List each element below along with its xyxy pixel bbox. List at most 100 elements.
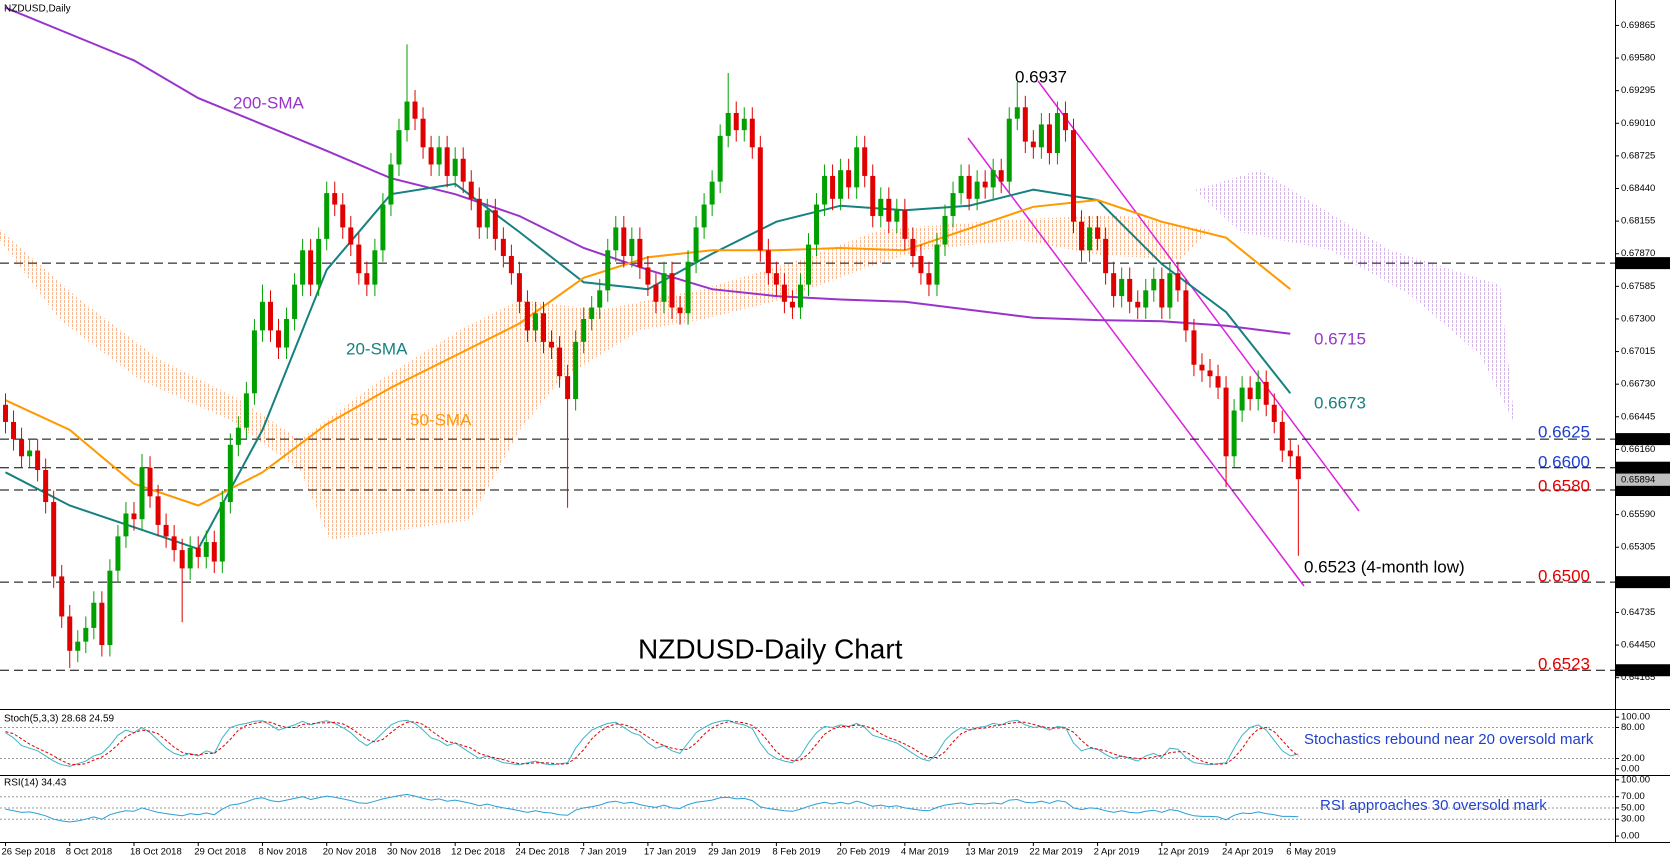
candle-body bbox=[139, 467, 145, 520]
candle-body bbox=[645, 267, 651, 285]
y-tick-label: 0.69865 bbox=[1621, 20, 1655, 31]
candle-body bbox=[356, 244, 362, 274]
y-tick-label: 0.67300 bbox=[1621, 313, 1655, 324]
sma-label: 20-SMA bbox=[346, 339, 408, 358]
candle-body bbox=[934, 244, 940, 285]
y-tick-label: 80.00 bbox=[1621, 722, 1645, 733]
candle-body bbox=[902, 210, 908, 239]
y-tick-label: 20.00 bbox=[1621, 753, 1645, 764]
candle-body bbox=[444, 147, 450, 176]
candle-body bbox=[1295, 456, 1301, 480]
candle-body bbox=[11, 421, 17, 440]
candle-body bbox=[1287, 450, 1293, 457]
candle-body bbox=[1022, 107, 1028, 142]
annotation: 0.6715 bbox=[1314, 329, 1366, 348]
y-tick-label: 100.00 bbox=[1621, 712, 1650, 723]
candle-body bbox=[757, 147, 763, 251]
candle-body bbox=[131, 513, 137, 520]
candle-body bbox=[195, 547, 201, 557]
ichimoku-cloud bbox=[1195, 170, 1515, 425]
candle-body bbox=[942, 215, 948, 245]
candle-body bbox=[597, 290, 603, 308]
candle-body bbox=[846, 170, 852, 188]
level-badge bbox=[1616, 433, 1670, 446]
candle-body bbox=[789, 301, 795, 308]
candle-body bbox=[364, 273, 370, 285]
candle-body bbox=[990, 170, 996, 188]
candle-body bbox=[693, 227, 699, 262]
y-tick-label: 0.65590 bbox=[1621, 509, 1655, 520]
candle-body bbox=[508, 256, 514, 274]
x-tick-label: 29 Oct 2018 bbox=[194, 847, 246, 858]
candle-body bbox=[324, 193, 330, 239]
candle-body bbox=[404, 101, 410, 131]
x-tick-label: 17 Jan 2019 bbox=[644, 847, 696, 858]
candle-body bbox=[19, 439, 25, 457]
bid-badge-label: 0.65894 bbox=[1621, 474, 1655, 485]
level-badge-label: 0.66250 bbox=[1621, 434, 1655, 445]
candle-body bbox=[565, 376, 571, 400]
candle-body bbox=[428, 147, 434, 165]
candle-body bbox=[163, 524, 169, 537]
y-tick-label: 0.69580 bbox=[1621, 53, 1655, 64]
candle-body bbox=[380, 204, 386, 251]
candle-body bbox=[1223, 387, 1229, 457]
candle-body bbox=[67, 616, 73, 651]
candle-body bbox=[1079, 221, 1085, 251]
candle-body bbox=[460, 158, 466, 182]
candle-body bbox=[822, 175, 828, 205]
candle-body bbox=[35, 450, 41, 470]
candle-body bbox=[685, 261, 691, 314]
stochastic-line bbox=[5, 719, 1299, 767]
candle-body bbox=[203, 542, 209, 557]
candle-body bbox=[966, 175, 972, 199]
candle-body bbox=[1038, 124, 1044, 148]
level-badge bbox=[1616, 576, 1670, 589]
candle-body bbox=[1087, 227, 1093, 251]
y-tick-label: 0.00 bbox=[1621, 831, 1640, 842]
candle-body bbox=[59, 576, 65, 617]
x-tick-label: 6 May 2019 bbox=[1286, 847, 1336, 858]
candle-body bbox=[1062, 112, 1068, 131]
candle-body bbox=[1070, 130, 1076, 222]
stoch-note: Stochastics rebound near 20 oversold mar… bbox=[1304, 731, 1594, 748]
candle-body bbox=[549, 341, 555, 348]
candle-body bbox=[91, 602, 97, 628]
candle-body bbox=[1119, 278, 1125, 297]
stoch-title: Stoch(5,3,3) 28.68 24.59 bbox=[4, 714, 115, 725]
candle-body bbox=[950, 193, 956, 216]
rsi-line bbox=[5, 793, 1299, 823]
candle-body bbox=[677, 307, 683, 314]
candle-body bbox=[581, 318, 587, 342]
x-tick-label: 30 Nov 2018 bbox=[387, 847, 441, 858]
candle-body bbox=[83, 627, 89, 642]
channel-line bbox=[967, 137, 1305, 587]
stochastic-line bbox=[5, 721, 1299, 766]
y-tick-label: 0.68725 bbox=[1621, 150, 1655, 161]
level-badge-label: 0.64230 bbox=[1621, 665, 1655, 676]
candle-body bbox=[316, 238, 322, 285]
candle-body bbox=[1271, 404, 1277, 422]
candle-body bbox=[1111, 273, 1117, 297]
candle-body bbox=[725, 112, 731, 136]
candle-body bbox=[733, 112, 739, 131]
candle-body bbox=[171, 536, 177, 551]
candle-body bbox=[854, 147, 860, 188]
candle-body bbox=[1255, 381, 1261, 400]
candle-body bbox=[484, 210, 490, 228]
candle-body bbox=[211, 542, 217, 562]
candle-body bbox=[717, 135, 723, 182]
candle-body bbox=[436, 147, 442, 165]
level-badge-label: 0.67788 bbox=[1621, 258, 1655, 269]
candle-body bbox=[1207, 370, 1213, 377]
candle-body bbox=[1046, 124, 1052, 154]
candle-body bbox=[653, 284, 659, 302]
candle-body bbox=[107, 570, 113, 646]
candle-body bbox=[661, 273, 667, 302]
candle-body bbox=[251, 330, 257, 394]
level-badge bbox=[1616, 664, 1670, 677]
annotation: 0.6500 bbox=[1538, 566, 1590, 585]
candle-body bbox=[267, 301, 273, 331]
